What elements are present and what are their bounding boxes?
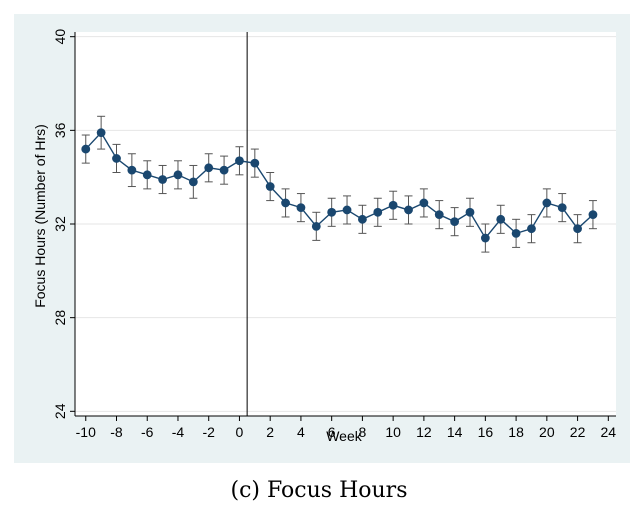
data-point [480, 233, 490, 243]
data-point [496, 214, 506, 224]
data-point [158, 175, 168, 184]
data-point [96, 128, 106, 138]
x-tick-label: 4 [297, 424, 305, 440]
data-point [311, 221, 321, 231]
x-tick-label: 18 [508, 424, 524, 440]
data-point [127, 165, 137, 175]
data-point [588, 210, 598, 220]
y-tick-label: 28 [52, 310, 68, 326]
data-point [511, 228, 521, 238]
data-point [557, 203, 567, 213]
data-point [434, 210, 444, 220]
x-tick-label: -6 [141, 424, 154, 440]
data-point [204, 163, 214, 173]
x-tick-label: 2 [266, 424, 274, 440]
data-point [419, 198, 429, 208]
data-point [388, 200, 398, 210]
data-point [542, 198, 552, 208]
x-tick-label: 14 [447, 424, 463, 440]
data-point [358, 214, 367, 224]
data-point [573, 224, 582, 234]
data-point [465, 207, 475, 217]
x-tick-label: 24 [601, 424, 617, 440]
x-tick-label: 20 [539, 424, 555, 440]
data-point [219, 165, 229, 175]
y-tick-label: 24 [52, 403, 68, 419]
x-tick-label: 10 [385, 424, 401, 440]
x-tick-label: -2 [202, 424, 215, 440]
data-point [173, 170, 183, 180]
x-tick-label: -8 [110, 424, 123, 440]
x-tick-label: 0 [236, 424, 244, 440]
x-tick-label: 8 [359, 424, 367, 440]
data-point [296, 203, 306, 213]
x-tick-label: 12 [416, 424, 432, 440]
data-point [327, 207, 337, 217]
data-point [188, 177, 198, 187]
series-line [85, 131, 594, 240]
x-tick-label: -10 [76, 424, 96, 440]
x-axis-title: Week [326, 428, 363, 444]
y-tick-label: 32 [52, 216, 68, 232]
x-tick-label: -4 [172, 424, 185, 440]
data-point [373, 207, 383, 217]
figure-caption: (c) Focus Hours [230, 478, 408, 503]
data-point [112, 154, 121, 163]
y-tick-label: 40 [52, 29, 68, 45]
data-point [81, 144, 91, 154]
data-point [235, 156, 244, 166]
data-point [142, 170, 152, 180]
data-point [250, 158, 260, 168]
y-axis-title: Focus Hours (Number of Hrs) [32, 124, 48, 308]
data-point [527, 224, 536, 234]
data-point [404, 205, 413, 215]
data-point [450, 217, 460, 227]
data-point [265, 182, 275, 191]
data-point [342, 205, 352, 215]
x-tick-label: 22 [570, 424, 586, 440]
x-tick-label: 6 [328, 424, 336, 440]
y-tick-label: 36 [52, 122, 68, 138]
figure-background: 24 28 32 36 40 -10 -8 -6 -4 -2 0 2 4 6 8 10 12 14 16 18 20 22… [14, 14, 630, 463]
x-tick-label: 16 [478, 424, 494, 440]
data-point [281, 198, 290, 208]
